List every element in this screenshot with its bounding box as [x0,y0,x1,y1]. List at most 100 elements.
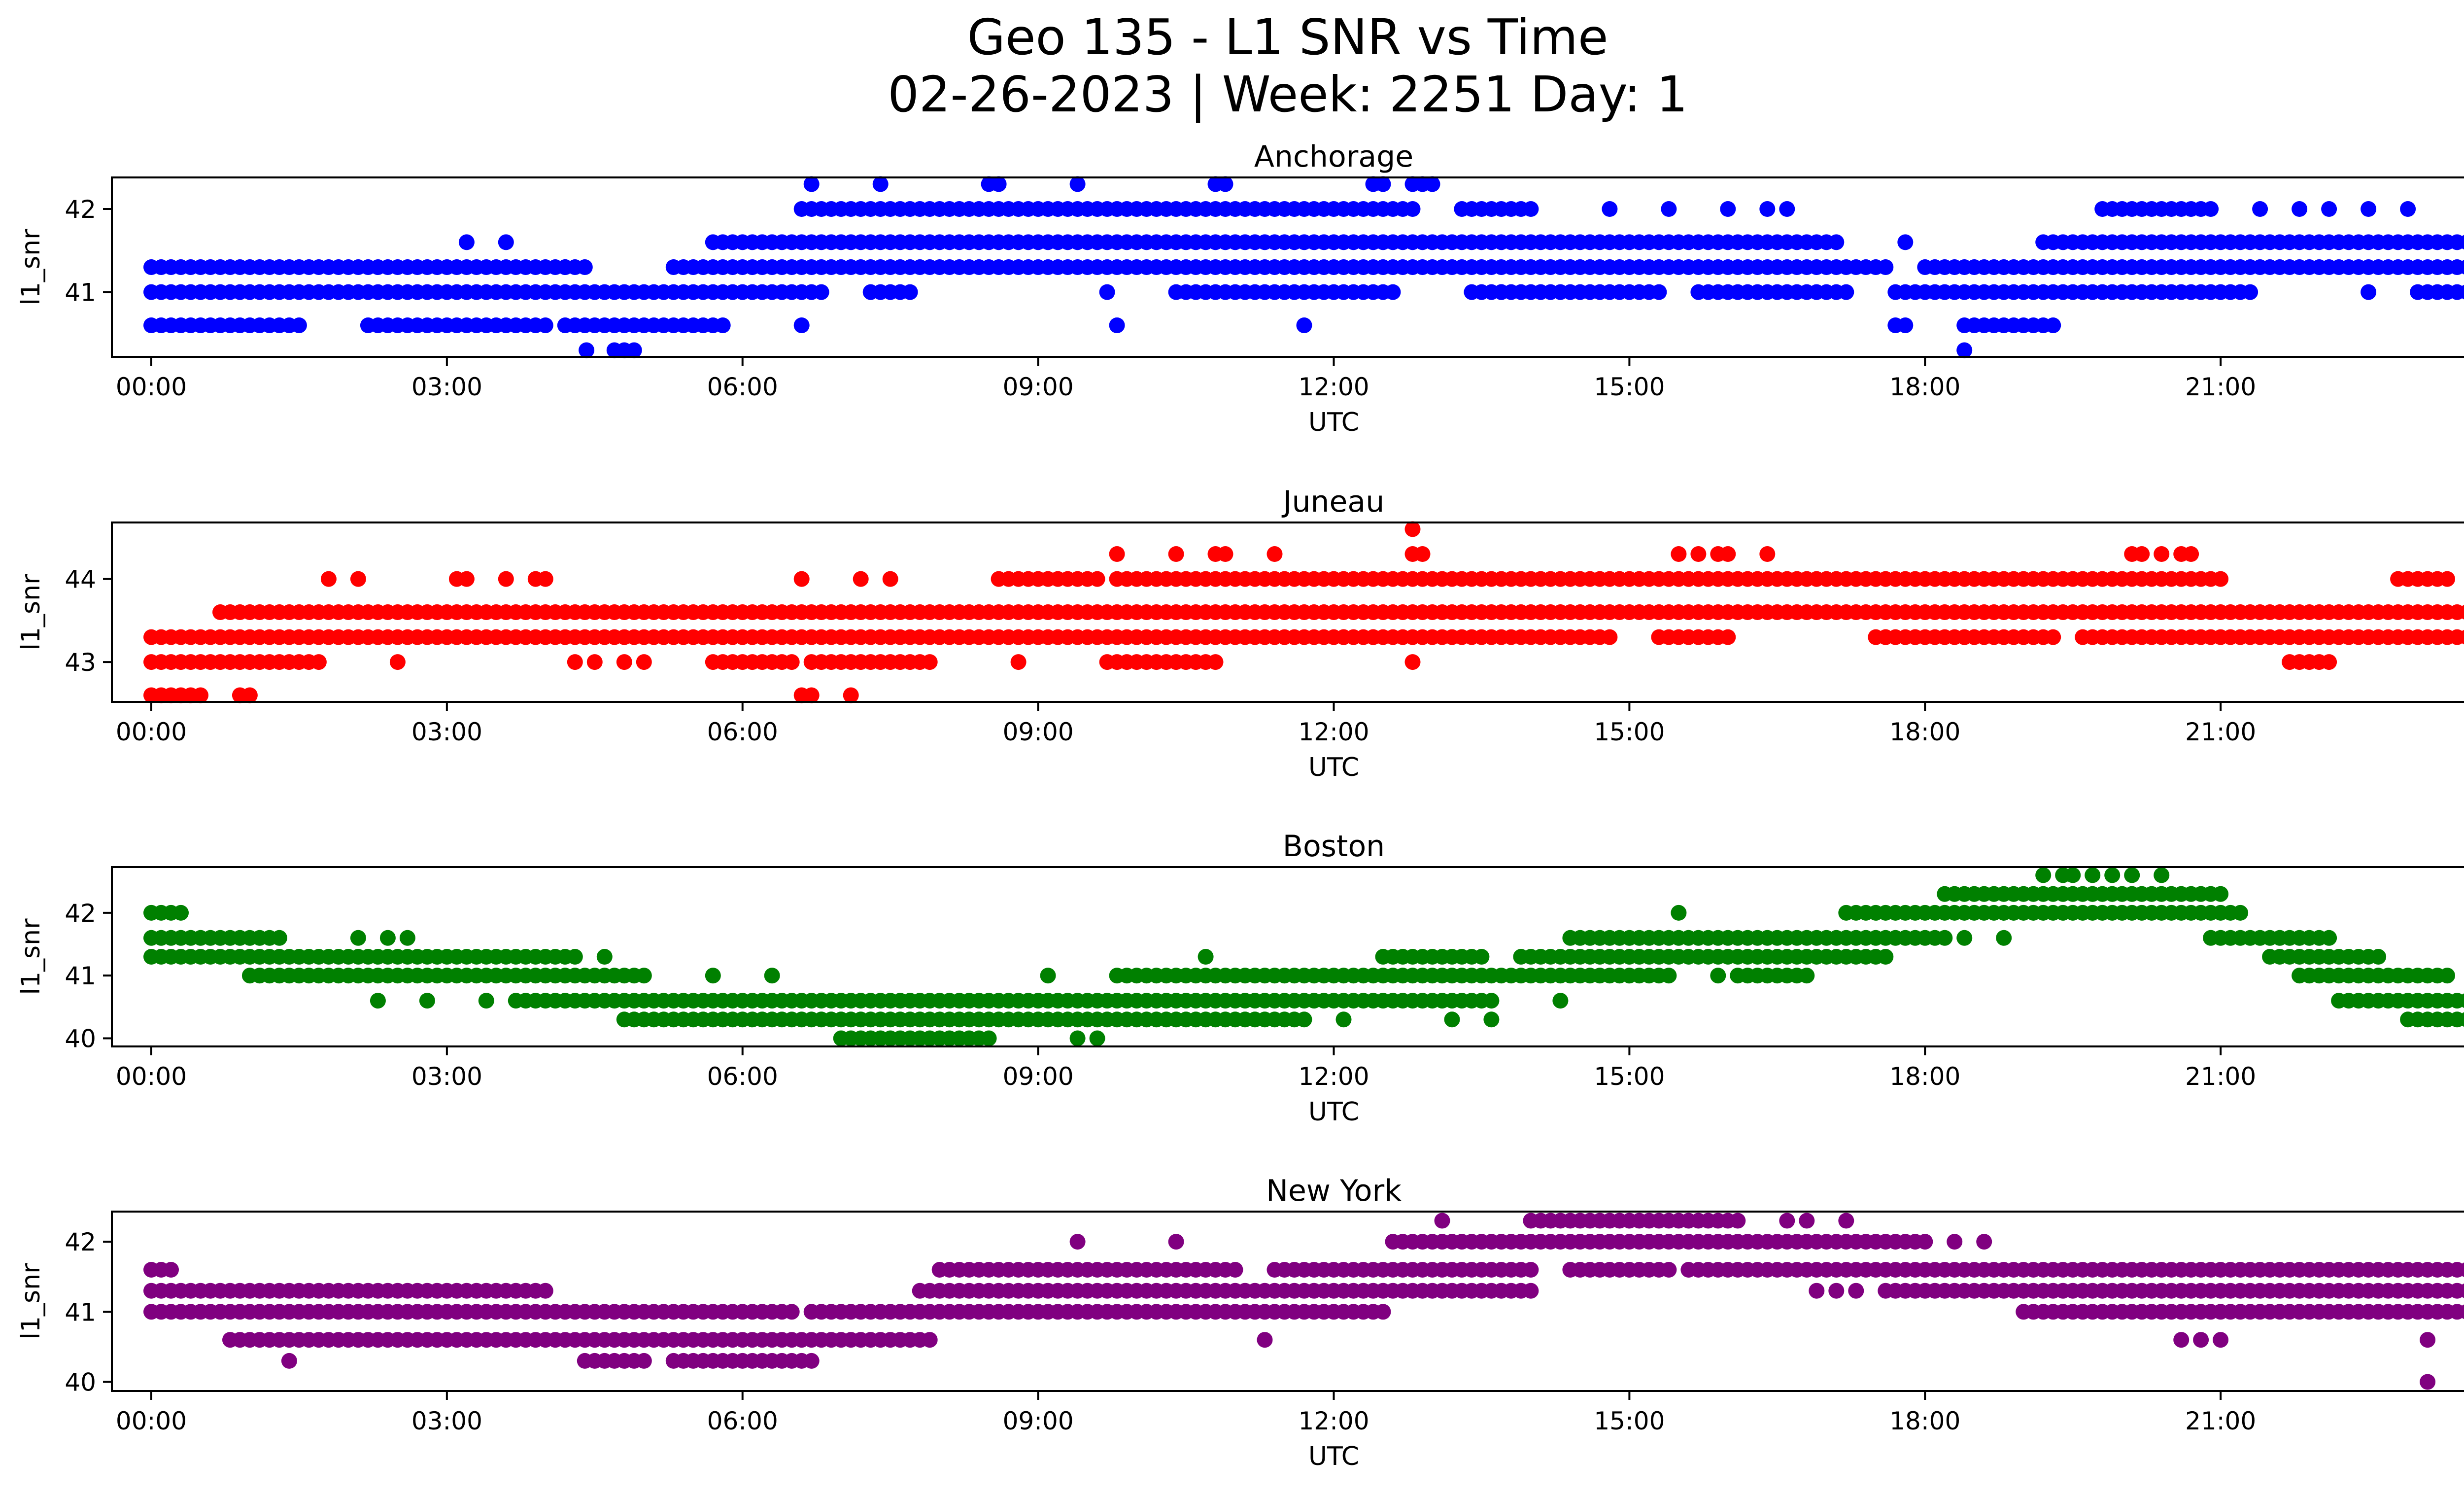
data-point [1661,968,1677,984]
data-point [1799,1213,1815,1229]
data-point [498,571,514,587]
y-axis-label: l1_snr [16,918,46,995]
data-point [1937,930,1953,946]
y-tick-label: 41 [65,1298,96,1326]
data-point [1720,201,1736,217]
data-point [2321,930,2337,946]
data-point [1956,629,1973,645]
x-tick-label: 09:00 [1003,373,1074,401]
x-tick-label: 12:00 [1298,718,1369,746]
data-point [478,993,494,1009]
x-tick-label: 15:00 [1594,718,1665,746]
data-point [2173,1332,2190,1348]
x-tick-label: 06:00 [707,1062,778,1091]
x-axis-label: UTC [1308,1097,1359,1127]
data-point [1069,1030,1086,1046]
y-axis-label: l1_snr [16,1263,46,1340]
data-point [626,342,642,358]
data-point [350,571,366,587]
data-point [2213,571,2229,587]
subplot-anchorage: Anchorage 00:00 03:00 06:00 09:00 12:00 15:00 1… [16,139,2464,437]
data-point [1651,284,1667,300]
data-point [1375,1304,1391,1320]
data-point [1335,629,1352,645]
data-point [498,234,514,250]
x-tick-label: 18:00 [1889,718,1960,746]
x-tick-label: 18:00 [1889,373,1960,401]
y-tick-label: 40 [65,1368,96,1397]
data-point [843,687,859,703]
data-point [2085,867,2101,883]
subplot-juneau: Juneau 00:00 03:00 06:00 09:00 12:00 15:00 18:0… [16,485,2464,782]
data-point [2370,949,2387,965]
data-point [2459,260,2464,275]
data-point [2439,571,2455,587]
x-tick-label: 09:00 [1003,718,1074,746]
data-point [1759,201,1776,217]
data-point [1168,546,1184,562]
data-point [2459,1262,2464,1277]
data-point [2420,1332,2436,1348]
data-point [1217,546,1233,562]
data-point [1483,993,1500,1009]
data-point [579,342,595,358]
data-point [1385,284,1401,300]
x-tick-label: 21:00 [2185,1062,2256,1091]
y-tick-label: 41 [65,962,96,990]
data-point [1109,546,1125,562]
data-point [419,993,435,1009]
data-point [2134,546,2150,562]
figure-title-line1: Geo 135 - L1 SNR vs Time [967,8,1608,66]
data-point [1878,949,1894,965]
data-point [577,259,593,275]
x-tick-label: 09:00 [1003,1407,1074,1435]
data-point [1897,317,1914,333]
data-point [1710,968,1726,984]
data-point [981,1030,997,1046]
data-point [2154,867,2170,883]
data-point [705,968,721,984]
data-point [784,654,800,670]
data-point [1661,1262,1677,1278]
x-tick-label: 21:00 [2185,373,2256,401]
subplot-title: Boston [1283,829,1385,864]
data-point [1296,1011,1312,1028]
data-point [902,284,918,300]
data-point [557,259,573,275]
data-point [1602,629,1618,645]
data-point [1523,1262,1539,1278]
y-tick-label: 44 [65,565,96,594]
data-point [2321,201,2337,217]
data-point [1375,176,1391,192]
data-point [1414,546,1431,562]
data-point [882,571,898,587]
y-axis-label: l1_snr [16,574,46,651]
data-point [1168,1234,1184,1250]
data-point [1779,201,1795,217]
data-point [1434,1213,1450,1229]
data-point [2361,284,2377,300]
data-point [1483,1011,1500,1028]
data-point [2459,629,2464,645]
data-point [2183,546,2199,562]
data-point [1404,654,1421,670]
x-tick-label: 00:00 [116,1062,187,1091]
data-point [1523,201,1539,217]
data-point [853,571,869,587]
data-point [537,1283,553,1299]
data-point [350,930,366,946]
x-tick-label: 15:00 [1594,1062,1665,1091]
data-point [1976,1234,1992,1250]
data-point [241,687,258,703]
data-point [2035,867,2052,883]
data-point [2321,654,2337,670]
x-tick-label: 12:00 [1298,1407,1369,1435]
scatter-points [143,176,2464,358]
data-point [2065,867,2081,883]
data-point [1828,1283,1845,1299]
data-point [2242,284,2259,300]
data-point [320,571,337,587]
data-point [1661,201,1677,217]
